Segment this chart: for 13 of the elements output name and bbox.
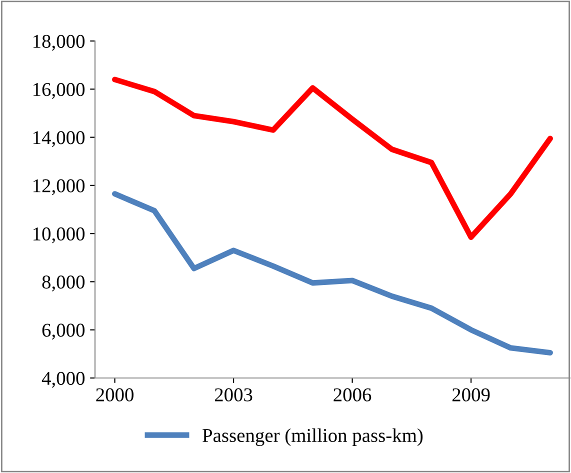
y-tick-label: 14,000 [34,131,85,148]
y-tick-label: 10,000 [34,227,85,244]
x-tick-label: 2009 [452,388,490,402]
x-tick-label: 2003 [214,388,252,402]
y-tick-label: 4,000 [42,372,85,388]
y-tick-label: 18,000 [34,34,85,51]
x-tick-label: 2000 [96,388,134,402]
x-tick-label: 2006 [334,388,372,402]
y-tick-label: 12,000 [34,179,85,196]
y-tick-label: 8,000 [42,276,85,292]
y-tick-label: 6,000 [42,324,85,340]
legend-label: Passenger (million pass-km) [202,428,423,446]
y-tick-label: 16,000 [34,82,85,99]
